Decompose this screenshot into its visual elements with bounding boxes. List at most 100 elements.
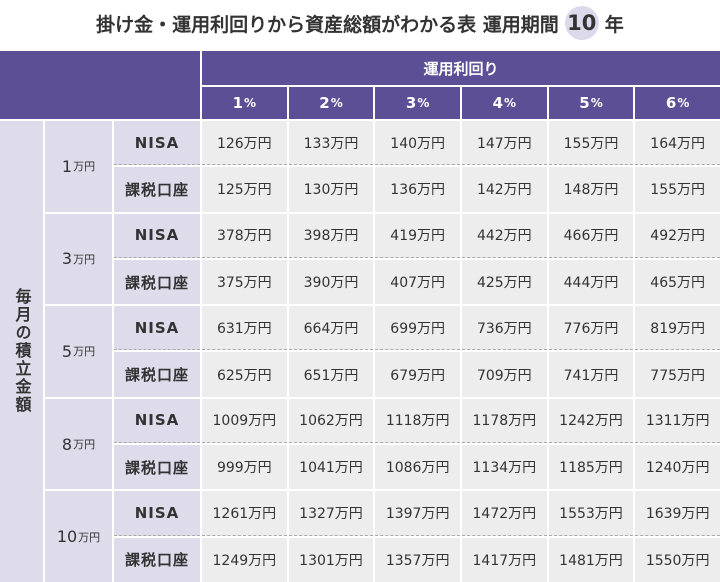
monthly-amount-label: 10 万円	[45, 491, 112, 582]
table-cell-taxable: 148万円	[548, 167, 634, 212]
monthly-amount-label: 8 万円	[45, 398, 112, 490]
table-cell-nisa: 147万円	[461, 121, 547, 166]
amount-number: 10	[56, 527, 78, 547]
table-cell-taxable: 425万円	[461, 259, 547, 305]
rate-unit: %	[677, 96, 690, 110]
page-title: 掛け金・運用利回りから資産総額がわかる表 運用期間 10 年	[0, 0, 720, 46]
rate-number: 3	[405, 94, 417, 112]
table-cell-nisa: 492万円	[635, 213, 720, 258]
table-cell-nisa: 378万円	[202, 213, 287, 258]
table-cell-taxable: 465万円	[635, 259, 720, 305]
table-cell-nisa: 736万円	[461, 306, 547, 351]
rate-number: 6	[665, 94, 677, 112]
rate-number: 5	[579, 94, 590, 112]
amount-number: 8	[61, 434, 73, 454]
table-cell-taxable: 136万円	[375, 167, 460, 212]
account-type-taxable: 課税口座	[114, 259, 200, 305]
header-rate-6: 6%	[635, 87, 720, 119]
table-cell-taxable: 1301万円	[288, 537, 374, 582]
table-cell-nisa: 1009万円	[202, 398, 287, 444]
table-cell-nisa: 664万円	[288, 306, 374, 351]
table-cell-taxable: 625万円	[202, 352, 287, 397]
monthly-amount-label: 5 万円	[45, 306, 112, 397]
table-cell-taxable: 741万円	[548, 352, 634, 397]
table-cell-nisa: 419万円	[375, 213, 460, 258]
header-rate-4: 4%	[461, 87, 547, 119]
table-cell-nisa: 133万円	[288, 121, 374, 166]
amount-unit: 万円	[73, 160, 96, 174]
rate-unit: %	[330, 96, 343, 110]
table-cell-taxable: 1041万円	[288, 445, 374, 490]
account-type-taxable: 課税口座	[114, 537, 200, 582]
table-cell-taxable: 775万円	[635, 352, 720, 397]
table-cell-taxable: 130万円	[288, 167, 374, 212]
asset-table: 運用利回り 1% 2% 3% 4% 5% 6% 毎月の積立金額 1 万円 NISA 課税口座 126万…	[0, 51, 720, 582]
table-cell-taxable: 142万円	[461, 167, 547, 212]
table-cell-taxable: 375万円	[202, 259, 287, 305]
table-cell-nisa: 1242万円	[548, 398, 634, 444]
amount-unit: 万円	[73, 345, 96, 359]
table-cell-taxable: 444万円	[548, 259, 634, 305]
rate-unit: %	[504, 96, 517, 110]
account-type-nisa: NISA	[114, 491, 200, 536]
table-cell-taxable: 709万円	[461, 352, 547, 397]
table-cell-nisa: 1472万円	[461, 491, 547, 536]
table-cell-nisa: 442万円	[461, 213, 547, 258]
table-cell-nisa: 1118万円	[375, 398, 460, 444]
table-cell-nisa: 1639万円	[635, 491, 720, 536]
rate-unit: %	[590, 96, 603, 110]
table-cell-taxable: 407万円	[375, 259, 460, 305]
table-cell-taxable: 155万円	[635, 167, 720, 212]
table-cell-taxable: 1185万円	[548, 445, 634, 490]
header-corner	[0, 51, 200, 119]
table-cell-nisa: 1311万円	[635, 398, 720, 444]
table-cell-nisa: 776万円	[548, 306, 634, 351]
rate-number: 1	[232, 94, 244, 112]
table-cell-nisa: 1178万円	[461, 398, 547, 444]
row-header-text: 毎月の積立金額	[12, 288, 32, 415]
table-cell-nisa: 398万円	[288, 213, 374, 258]
account-type-taxable: 課税口座	[114, 445, 200, 490]
table-cell-nisa: 631万円	[202, 306, 287, 351]
table-cell-taxable: 125万円	[202, 167, 287, 212]
header-yield-label: 運用利回り	[202, 51, 720, 85]
amount-number: 3	[61, 249, 73, 269]
header-rate-2: 2%	[288, 87, 374, 119]
table-cell-taxable: 1357万円	[375, 537, 460, 582]
amount-number: 1	[61, 156, 73, 176]
account-type-nisa: NISA	[114, 398, 200, 444]
title-suffix: 年	[604, 13, 624, 36]
amount-number: 5	[61, 341, 73, 361]
table-cell-nisa: 699万円	[375, 306, 460, 351]
rate-unit: %	[417, 96, 430, 110]
table-cell-nisa: 1062万円	[288, 398, 374, 444]
table-cell-nisa: 126万円	[202, 121, 287, 166]
years-badge: 10	[564, 6, 599, 40]
rate-unit: %	[244, 96, 257, 110]
table-cell-nisa: 1327万円	[288, 491, 374, 536]
table-cell-nisa: 1553万円	[548, 491, 634, 536]
amount-unit: 万円	[78, 530, 101, 544]
table-cell-nisa: 1397万円	[375, 491, 460, 536]
header-rate-1: 1%	[202, 87, 287, 119]
account-type-nisa: NISA	[114, 213, 200, 258]
header-rate-5: 5%	[548, 87, 634, 119]
table-cell-nisa: 1261万円	[202, 491, 287, 536]
account-type-nisa: NISA	[114, 306, 200, 351]
account-type-taxable: 課税口座	[114, 167, 200, 212]
title-text: 掛け金・運用利回りから資産総額がわかる表 運用期間	[96, 13, 559, 36]
account-type-taxable: 課税口座	[114, 352, 200, 397]
table-cell-nisa: 155万円	[548, 121, 634, 166]
table-cell-taxable: 999万円	[202, 445, 287, 490]
account-type-nisa: NISA	[114, 121, 200, 166]
row-header-monthly-amount: 毎月の積立金額	[0, 121, 43, 582]
table-cell-taxable: 1134万円	[461, 445, 547, 490]
table-cell-nisa: 164万円	[635, 121, 720, 166]
table-cell-nisa: 466万円	[548, 213, 634, 258]
table-cell-taxable: 1249万円	[202, 537, 287, 582]
table-cell-taxable: 390万円	[288, 259, 374, 305]
table-cell-taxable: 1240万円	[635, 445, 720, 490]
table-cell-nisa: 819万円	[635, 306, 720, 351]
table-cell-taxable: 679万円	[375, 352, 460, 397]
monthly-amount-label: 1 万円	[45, 121, 112, 212]
